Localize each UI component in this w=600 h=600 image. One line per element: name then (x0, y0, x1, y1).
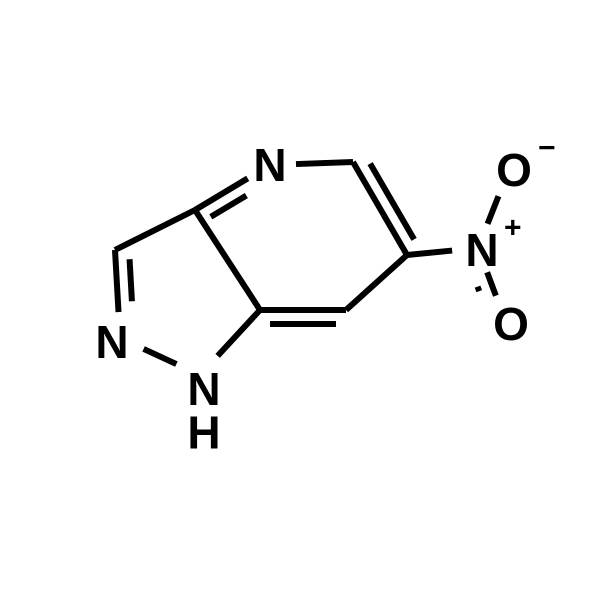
molecule-diagram: NNNHN+O−O (0, 0, 600, 600)
atom-N4: N (253, 139, 286, 191)
atom-Nnitro: N (465, 224, 498, 276)
atom-O2: O (493, 298, 529, 350)
charge-minus: − (538, 132, 556, 165)
atom-O1: O (496, 144, 532, 196)
charge-plus: + (504, 212, 522, 245)
atom-N1-H: H (187, 407, 220, 459)
atom-N2: N (95, 316, 128, 368)
